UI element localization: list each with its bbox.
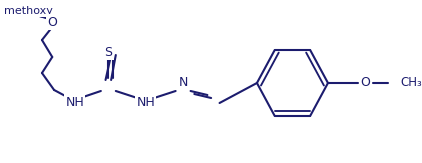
Text: N: N [179,76,188,89]
Text: O: O [360,76,370,89]
Text: NH: NH [65,96,84,109]
Text: methoxy: methoxy [7,6,49,16]
Text: O: O [47,15,57,29]
Text: NH: NH [136,96,155,110]
Text: methoxy: methoxy [3,6,52,16]
Text: O: O [47,15,57,29]
Text: CH₃: CH₃ [400,76,422,89]
Text: S: S [104,45,112,59]
